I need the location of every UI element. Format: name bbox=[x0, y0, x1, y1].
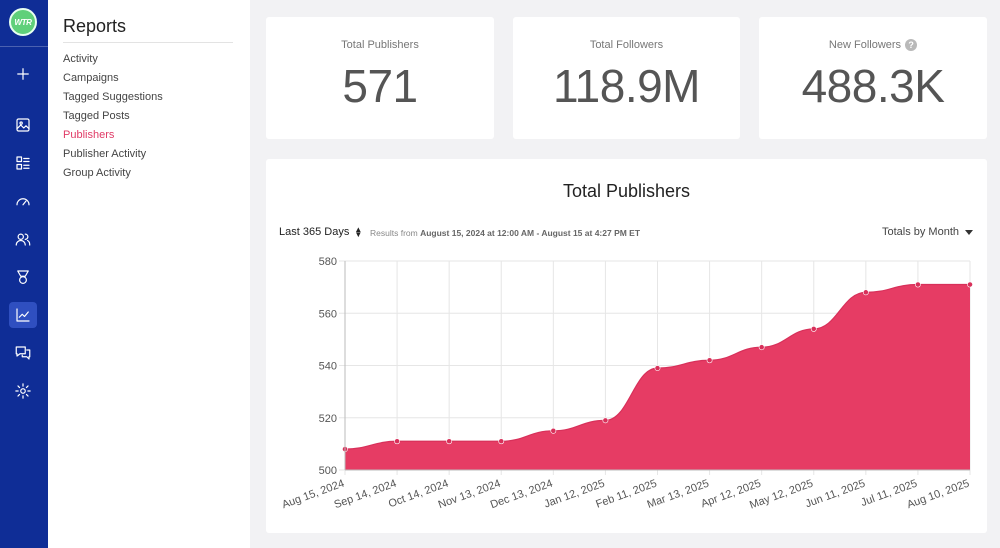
app-rail: WTR bbox=[0, 0, 48, 548]
menu-item-tagged-suggestions[interactable]: Tagged Suggestions bbox=[63, 91, 163, 103]
menu-item-tagged-posts[interactable]: Tagged Posts bbox=[63, 110, 130, 122]
gear-icon bbox=[15, 383, 31, 399]
rail-layout-button[interactable] bbox=[9, 150, 37, 176]
y-tick-label: 560 bbox=[319, 308, 337, 320]
data-point bbox=[810, 326, 817, 332]
line-chart-icon bbox=[16, 308, 30, 322]
kpi-label: Total Followers bbox=[589, 39, 664, 51]
rail-reports-button[interactable] bbox=[9, 302, 37, 328]
menu-item-publishers[interactable]: Publishers bbox=[63, 129, 115, 141]
totals-by-select[interactable]: Totals by Month bbox=[882, 226, 973, 238]
menu-list: Activity Campaigns Tagged Suggestions Ta… bbox=[63, 52, 163, 185]
data-point bbox=[862, 289, 869, 296]
totals-by-label: Totals by Month bbox=[881, 226, 959, 238]
x-tick-label: Jun 11, 2025 bbox=[804, 478, 867, 511]
kpi-card-total-followers: Total Followers 118.9M bbox=[513, 17, 740, 139]
layout-list-icon bbox=[16, 156, 30, 170]
rail-media-button[interactable] bbox=[9, 112, 37, 138]
y-tick-label: 540 bbox=[319, 361, 337, 373]
rail-chat-button[interactable] bbox=[9, 340, 37, 366]
data-point bbox=[758, 344, 765, 351]
rail-gauge-button[interactable] bbox=[9, 188, 37, 214]
kpi-card-total-publishers: Total Publishers 571 bbox=[266, 17, 494, 139]
data-point bbox=[550, 427, 557, 434]
y-tick-label: 500 bbox=[319, 465, 337, 477]
menu-item-activity[interactable]: Activity bbox=[63, 53, 98, 65]
results-range-text: Results from August 15, 2024 at 12:00 AM… bbox=[370, 228, 641, 238]
rail-settings-button[interactable] bbox=[9, 378, 37, 404]
y-tick-label: 580 bbox=[319, 256, 337, 268]
chart-panel: Total Publishers Last 365 Days ▲ ▼ Result… bbox=[266, 159, 987, 533]
data-point bbox=[602, 417, 609, 424]
y-tick-label: 520 bbox=[319, 413, 337, 425]
menu-item-group-activity[interactable]: Group Activity bbox=[63, 167, 131, 179]
rail-medal-button[interactable] bbox=[9, 264, 37, 290]
date-range-label: Last 365 Days bbox=[279, 226, 350, 238]
app-logo[interactable]: WTR bbox=[9, 8, 37, 36]
menu-item-publisher-activity[interactable]: Publisher Activity bbox=[63, 148, 147, 160]
plus-icon bbox=[17, 68, 29, 80]
data-point bbox=[446, 438, 453, 445]
kpi-label: Total Publishers bbox=[341, 39, 419, 51]
rail-users-button[interactable] bbox=[9, 226, 37, 252]
data-point bbox=[706, 357, 713, 364]
help-icon[interactable]: ? bbox=[905, 39, 918, 51]
caret-down-icon bbox=[965, 229, 973, 235]
data-point bbox=[394, 438, 400, 445]
data-point bbox=[967, 281, 973, 288]
kpi-card-new-followers: New Followers ? 488.3K bbox=[759, 17, 987, 139]
data-point bbox=[498, 438, 505, 445]
kpi-value: 571 bbox=[342, 60, 418, 112]
sort-arrows-icon: ▲ ▼ bbox=[354, 225, 363, 239]
data-point bbox=[654, 365, 661, 372]
data-point bbox=[915, 281, 921, 288]
medal-icon bbox=[17, 270, 29, 284]
chat-icon bbox=[15, 346, 31, 360]
kpi-label: New Followers bbox=[828, 39, 902, 51]
menu-title: Reports bbox=[63, 16, 127, 36]
reports-menu: Reports Activity Campaigns Tagged Sugges… bbox=[48, 0, 250, 548]
date-range-select[interactable]: Last 365 Days ▲ ▼ bbox=[279, 225, 363, 239]
menu-divider bbox=[63, 42, 233, 43]
users-icon bbox=[15, 233, 31, 246]
kpi-value: 118.9M bbox=[552, 60, 701, 112]
image-icon bbox=[16, 118, 30, 132]
rail-divider bbox=[0, 46, 48, 47]
gauge-icon bbox=[16, 198, 30, 206]
menu-item-campaigns[interactable]: Campaigns bbox=[63, 72, 119, 84]
rail-plus-button[interactable] bbox=[9, 61, 37, 87]
chart-title: Total Publishers bbox=[562, 181, 691, 201]
kpi-value: 488.3K bbox=[801, 60, 945, 112]
